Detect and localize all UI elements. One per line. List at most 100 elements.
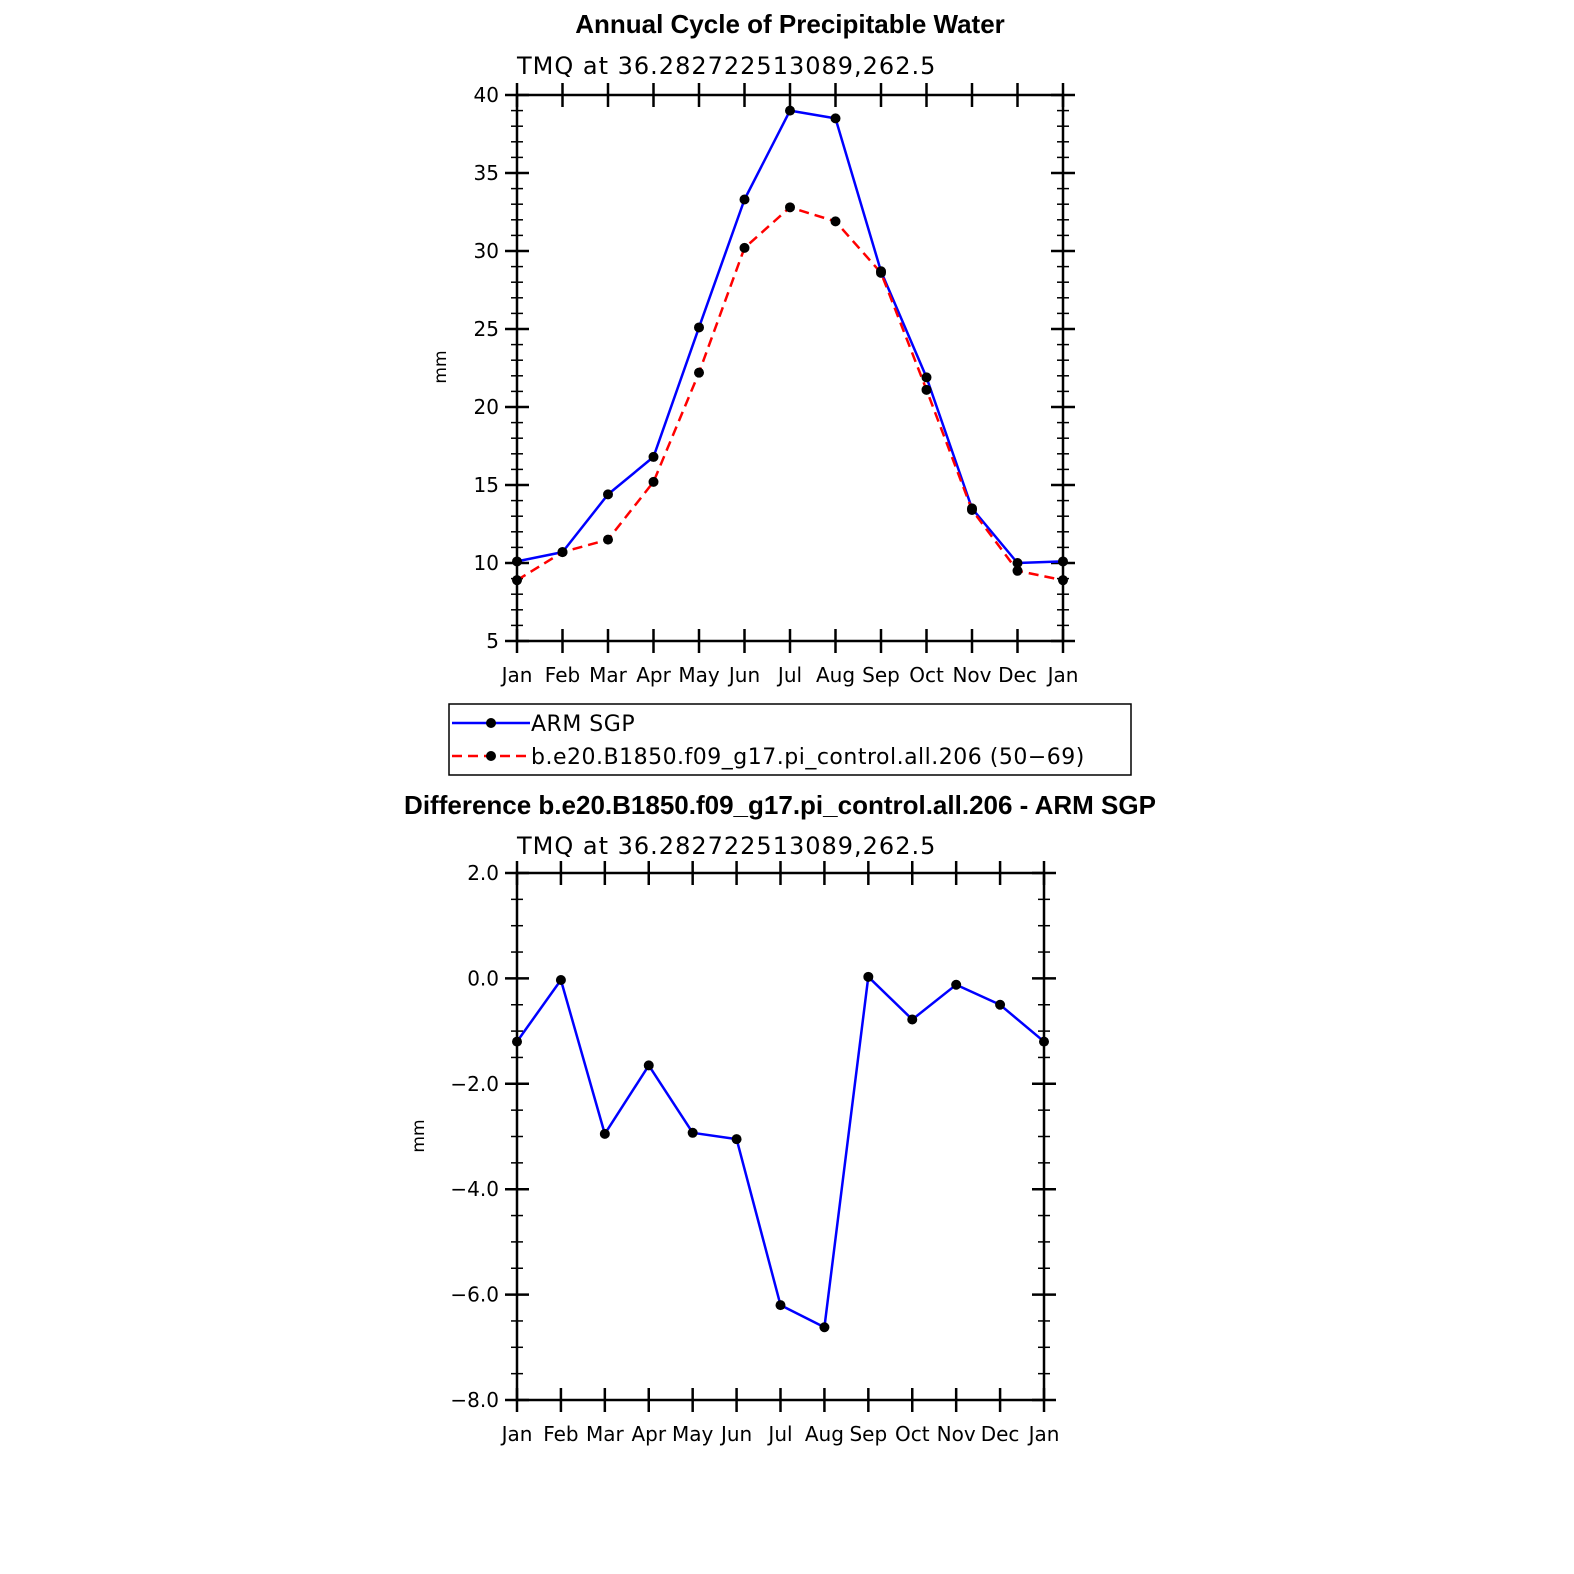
- y-axis-label: mm: [431, 350, 451, 383]
- y-axis-label: mm: [409, 1119, 429, 1152]
- data-point: [1058, 575, 1068, 586]
- data-point: [907, 1014, 918, 1025]
- x-tick-label: Sep: [862, 663, 900, 687]
- data-point: [603, 534, 613, 545]
- chart-title: Annual Cycle of Precipitable Water: [575, 9, 1005, 39]
- data-point: [1039, 1036, 1049, 1047]
- data-point: [995, 999, 1006, 1010]
- x-tick-label: Apr: [631, 1422, 666, 1446]
- plot-border: [515, 93, 1065, 643]
- y-tick-label: 20: [474, 395, 499, 419]
- y-tick-label: 2.0: [467, 861, 499, 885]
- data-point: [512, 556, 522, 567]
- series-layer: [512, 971, 1049, 1333]
- series-layer: [512, 105, 1068, 586]
- axis-ticks: [505, 83, 1075, 653]
- y-tick-label: 25: [474, 317, 499, 341]
- y-tick-label: 30: [474, 239, 499, 263]
- data-point: [687, 1127, 698, 1138]
- x-tick-label: Oct: [909, 663, 944, 687]
- axis-ticks: [505, 861, 1056, 1412]
- plot-frame: [515, 871, 1046, 1402]
- x-tick-label: Jul: [776, 663, 802, 687]
- y-tick-label: 15: [474, 473, 499, 497]
- chart-subtitle: TMQ at 36.282722513089,262.5: [516, 52, 936, 80]
- data-point: [603, 489, 613, 500]
- difference-chart: Difference b.e20.B1850.f09_g17.pi_contro…: [404, 790, 1156, 1446]
- x-tick-label: Feb: [543, 1422, 578, 1446]
- y-tick-labels: 5 10 15 20 25 30 35 40: [474, 83, 499, 653]
- legend-box: [448, 703, 1132, 776]
- data-point: [1012, 565, 1023, 576]
- y-tick-label: −8.0: [450, 1388, 499, 1412]
- data-point: [876, 267, 886, 278]
- y-tick-label: −4.0: [450, 1177, 499, 1201]
- chart-subtitle: TMQ at 36.282722513089,262.5: [516, 832, 936, 860]
- y-tick-label: 40: [474, 83, 499, 107]
- x-tick-label: Nov: [952, 663, 991, 687]
- x-tick-label: Sep: [849, 1422, 887, 1446]
- series-line-0: [515, 975, 1045, 1329]
- data-point: [694, 367, 704, 378]
- x-tick-label: Aug: [816, 663, 855, 687]
- data-point: [648, 476, 659, 487]
- x-tick-label: Nov: [937, 1422, 976, 1446]
- x-tick-label: Mar: [589, 663, 628, 687]
- legend-label-arm-sgp: ARM SGP: [531, 712, 635, 737]
- x-tick-label: Jan: [1046, 663, 1079, 687]
- data-point: [512, 1036, 522, 1047]
- y-tick-label: 35: [474, 161, 499, 185]
- data-point: [863, 971, 874, 982]
- x-tick-label: Jan: [500, 1422, 533, 1446]
- x-tick-label: Jul: [766, 1422, 792, 1446]
- y-tick-label: 0.0: [467, 966, 499, 990]
- data-point: [739, 242, 750, 253]
- data-point: [921, 372, 932, 383]
- data-point: [830, 216, 841, 227]
- data-point: [648, 451, 659, 462]
- x-tick-label: Jan: [500, 663, 533, 687]
- x-tick-label: Oct: [895, 1422, 930, 1446]
- x-tick-label: Jan: [1027, 1422, 1060, 1446]
- legend-marker-arm-sgp: [486, 718, 496, 728]
- legend: ARM SGP b.e20.B1850.f09_g17.pi_control.a…: [448, 703, 1132, 776]
- annual-cycle-chart: Annual Cycle of Precipitable Water TMQ a…: [431, 9, 1078, 687]
- data-point: [599, 1128, 610, 1139]
- data-point: [951, 979, 962, 990]
- data-point: [731, 1134, 742, 1145]
- data-point: [967, 504, 977, 515]
- x-tick-label: May: [672, 1422, 714, 1446]
- x-tick-label: Dec: [998, 663, 1037, 687]
- series-line-1: [516, 206, 1064, 582]
- data-point: [921, 384, 932, 395]
- y-tick-label: 5: [486, 629, 499, 653]
- data-point: [512, 575, 522, 586]
- series-line-0: [516, 109, 1064, 565]
- x-tick-label: Jun: [727, 663, 760, 687]
- x-tick-label: Dec: [981, 1422, 1020, 1446]
- data-point: [739, 194, 750, 205]
- y-tick-label: −2.0: [450, 1072, 499, 1096]
- data-point: [775, 1300, 786, 1311]
- data-point: [1058, 556, 1068, 567]
- legend-label-model: b.e20.B1850.f09_g17.pi_control.all.206 (…: [531, 745, 1085, 770]
- x-tick-labels: Jan Feb Mar Apr May Jun Jul Aug Sep Oct Nov Dec Jan: [500, 663, 1079, 687]
- x-tick-labels: Jan Feb Mar Apr May Jun Jul Aug Sep Oct Nov Dec Jan: [500, 1422, 1060, 1446]
- data-point: [555, 974, 566, 985]
- x-tick-label: Jun: [719, 1422, 752, 1446]
- data-point: [1012, 558, 1023, 568]
- data-point: [785, 105, 795, 116]
- data-point: [694, 322, 704, 333]
- data-point: [557, 547, 568, 558]
- plot-border: [515, 871, 1046, 1402]
- data-point: [785, 202, 795, 213]
- y-tick-label: 10: [474, 551, 499, 575]
- x-tick-label: Feb: [545, 663, 580, 687]
- chart-title: Difference b.e20.B1850.f09_g17.pi_contro…: [404, 790, 1156, 820]
- plot-frame: [515, 93, 1065, 643]
- data-point: [819, 1322, 830, 1333]
- legend-marker-model: [486, 751, 496, 761]
- y-tick-labels: −8.0 −6.0 −4.0 −2.0 0.0 2.0: [450, 861, 499, 1412]
- x-tick-label: May: [678, 663, 720, 687]
